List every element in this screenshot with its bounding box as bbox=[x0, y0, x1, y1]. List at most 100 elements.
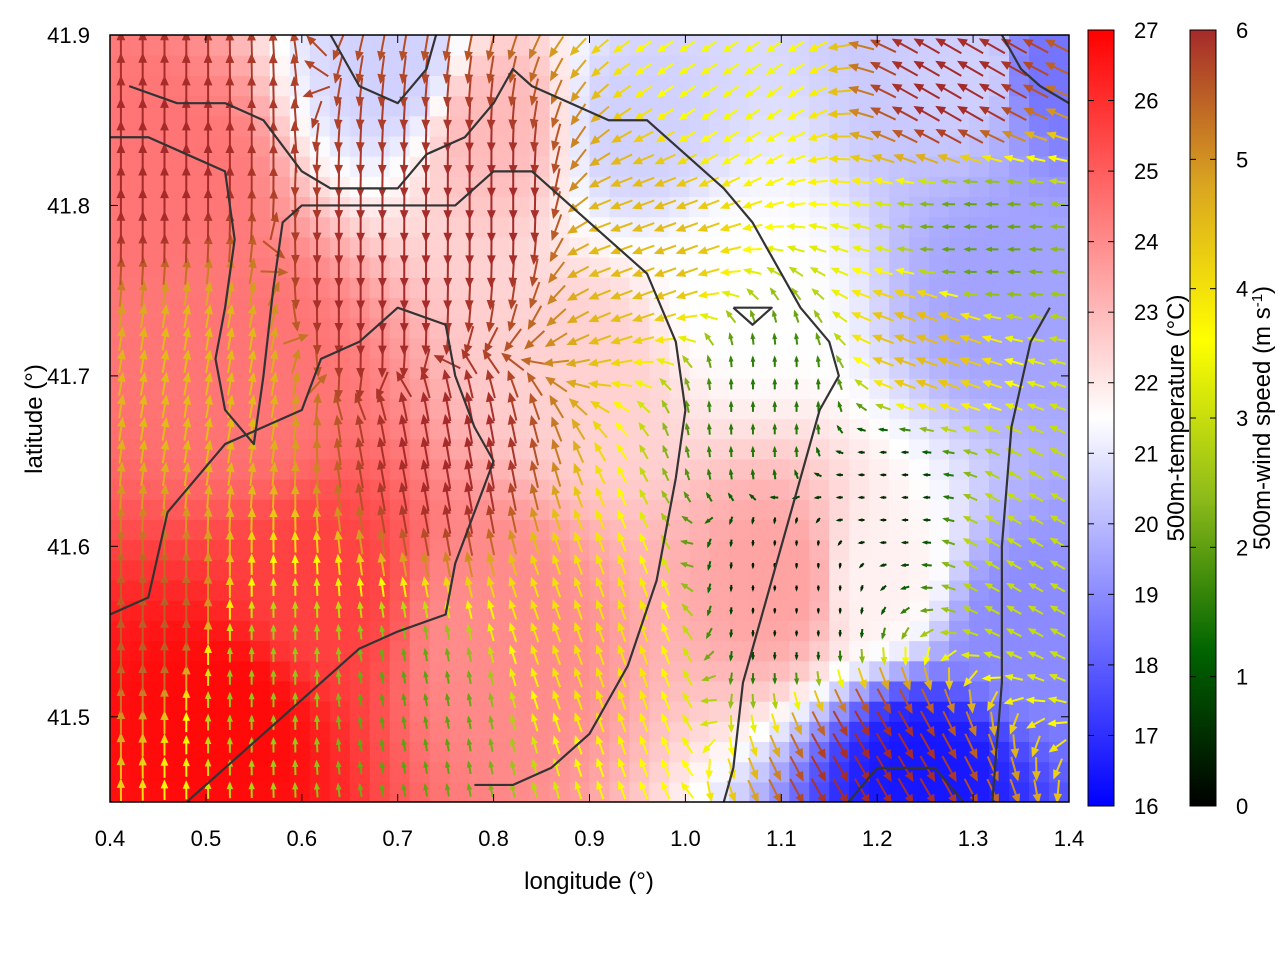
temperature-cell bbox=[209, 701, 231, 722]
temperature-cell bbox=[709, 357, 730, 379]
temperature-cell bbox=[789, 539, 810, 561]
temperature-cell bbox=[849, 600, 870, 621]
temperature-cell bbox=[269, 539, 291, 561]
temperature-cell bbox=[469, 398, 491, 420]
temperature-cell bbox=[129, 761, 151, 783]
temperature-cell bbox=[929, 196, 950, 218]
temperature-cell bbox=[589, 479, 611, 500]
temperature-cell bbox=[629, 418, 651, 440]
temperature-cell bbox=[589, 579, 611, 601]
temperature-cell bbox=[849, 539, 870, 561]
temperature-cell bbox=[849, 499, 870, 521]
temperature-cell bbox=[249, 277, 271, 298]
temperature-cell bbox=[289, 781, 311, 802]
temperature-cell bbox=[869, 579, 890, 601]
temperature-cell bbox=[909, 357, 930, 379]
temperature-cell bbox=[729, 75, 750, 97]
temperature-cell bbox=[729, 600, 750, 621]
temperature-cell bbox=[369, 640, 391, 662]
x-tick-label: 0.9 bbox=[574, 826, 605, 851]
temperature-cell bbox=[789, 135, 810, 157]
temperature-cell bbox=[909, 176, 930, 198]
temperature-cell bbox=[189, 620, 211, 642]
temperature-cell bbox=[889, 680, 910, 702]
temperature-cell bbox=[369, 539, 391, 561]
temperature-cell bbox=[749, 539, 770, 561]
temperature-cell bbox=[729, 156, 750, 177]
temperature-cell bbox=[149, 196, 171, 218]
temperature-cell bbox=[449, 640, 471, 662]
temperature-cell bbox=[229, 660, 251, 682]
plot-area bbox=[110, 35, 1069, 802]
temperature-cell bbox=[789, 317, 810, 339]
temperature-cell bbox=[929, 216, 950, 238]
temperature-cell bbox=[189, 196, 211, 218]
temperature-cell bbox=[569, 156, 591, 177]
temperature-cell bbox=[289, 418, 311, 440]
temperature-cell bbox=[669, 35, 690, 56]
temperature-cell bbox=[229, 35, 251, 56]
temperature-cell bbox=[969, 458, 990, 480]
temperature-cell bbox=[269, 761, 291, 783]
temperature-cell bbox=[209, 216, 231, 238]
temperature-cell bbox=[569, 600, 591, 621]
temperature-cell bbox=[749, 216, 770, 238]
temperature-cell bbox=[449, 156, 471, 177]
temperature-cell bbox=[409, 721, 431, 743]
temperature-cell bbox=[249, 741, 271, 763]
temperature-cell bbox=[429, 337, 451, 359]
temperature-colorbar-label: 500m-temperature (°C) bbox=[1163, 294, 1190, 541]
x-tick-label: 1.4 bbox=[1054, 826, 1085, 851]
temperature-cell bbox=[889, 600, 910, 621]
temperature-cell bbox=[789, 115, 810, 137]
temperature-cell bbox=[429, 277, 451, 298]
temperature-cell bbox=[469, 196, 491, 218]
temperature-cell bbox=[789, 438, 810, 460]
x-tick-label: 1.0 bbox=[670, 826, 701, 851]
temperature-cell bbox=[609, 55, 631, 76]
temperature-cell bbox=[689, 781, 710, 802]
temperature-cell bbox=[849, 55, 870, 76]
temperature-cell bbox=[189, 317, 211, 339]
temperature-cell bbox=[489, 479, 511, 500]
x-tick-label: 0.8 bbox=[478, 826, 509, 851]
temperature-cell bbox=[369, 317, 391, 339]
temperature-cell bbox=[789, 479, 810, 500]
temperature-cell bbox=[389, 741, 411, 763]
temperature-cell bbox=[369, 680, 391, 702]
temperature-cell bbox=[189, 741, 211, 763]
temperature-cell bbox=[989, 680, 1010, 702]
temperature-cell bbox=[689, 216, 710, 238]
temperature-cell bbox=[129, 257, 151, 278]
temperature-cell bbox=[989, 196, 1010, 218]
temperature-cell bbox=[149, 640, 171, 662]
temperature-cell bbox=[889, 559, 910, 581]
temperature-cell bbox=[849, 579, 870, 601]
temperature-cell bbox=[689, 539, 710, 561]
temperature-cell bbox=[469, 216, 491, 238]
temperature-cell bbox=[909, 196, 930, 218]
temperature-cell bbox=[189, 701, 211, 722]
temperature-cell bbox=[309, 640, 331, 662]
temperature-cell bbox=[589, 297, 611, 319]
temperature-cell bbox=[809, 115, 830, 137]
temperature-cell bbox=[429, 721, 451, 743]
temperature-cell bbox=[749, 680, 770, 702]
temperature-cell bbox=[369, 761, 391, 783]
temperature-cell bbox=[429, 156, 451, 177]
temperature-cell bbox=[949, 438, 970, 460]
temperature-cell bbox=[129, 499, 151, 521]
temperature-cell bbox=[609, 75, 631, 97]
temperature-cell bbox=[689, 297, 710, 319]
temperature-cell bbox=[909, 559, 930, 581]
temperature-cell bbox=[689, 701, 710, 722]
colorbar-tick-label: 26 bbox=[1134, 89, 1158, 114]
temperature-cell bbox=[869, 337, 890, 359]
temperature-cell bbox=[149, 721, 171, 743]
temperature-cell bbox=[949, 337, 970, 359]
temperature-cell bbox=[709, 398, 730, 420]
temperature-cell bbox=[909, 317, 930, 339]
temperature-cell bbox=[869, 479, 890, 500]
x-tick-label: 0.6 bbox=[287, 826, 318, 851]
temperature-cell bbox=[249, 600, 271, 621]
